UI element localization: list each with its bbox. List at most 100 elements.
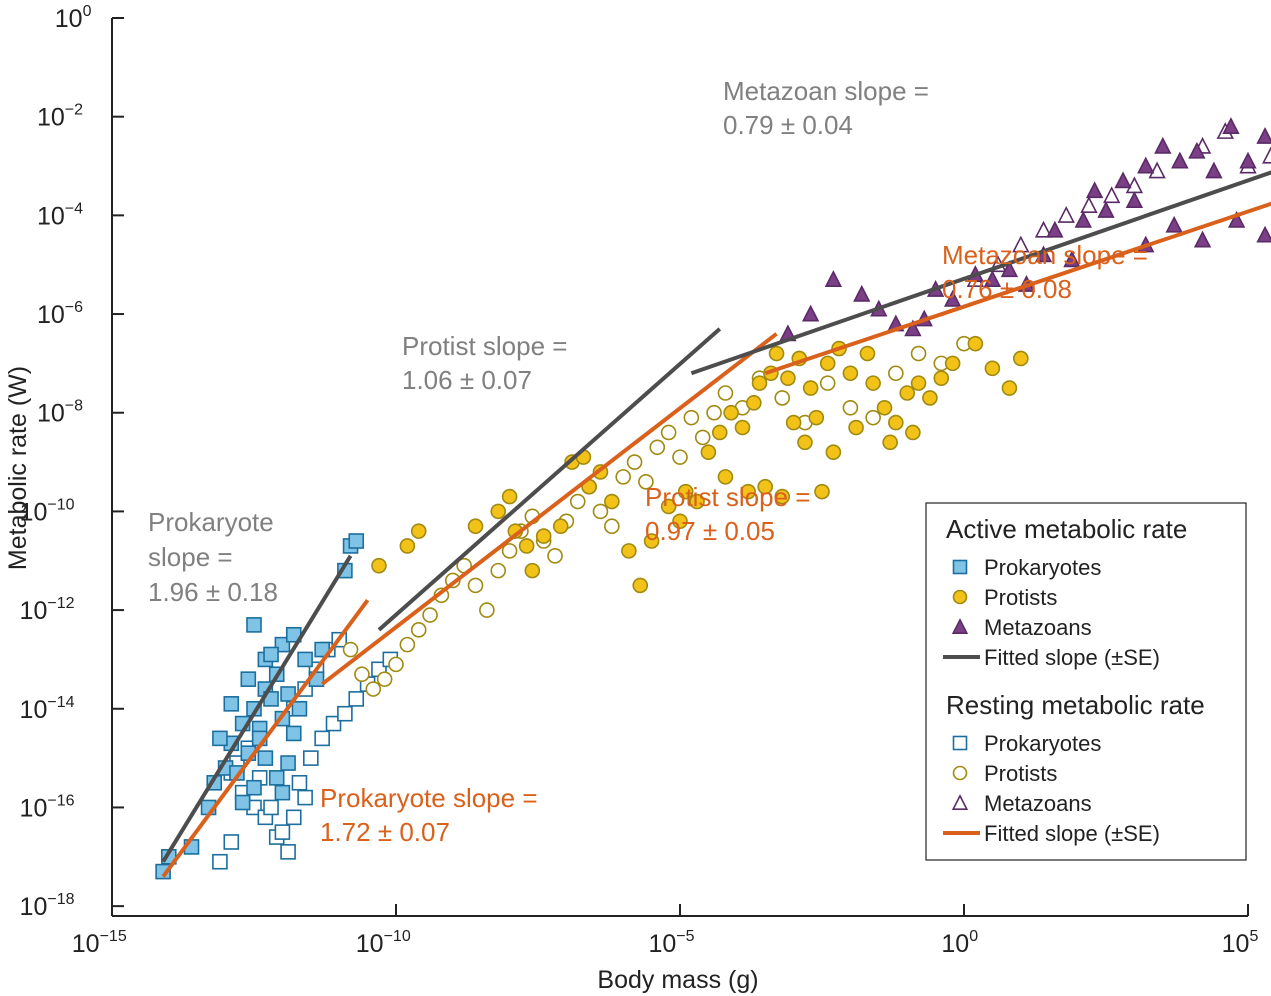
- triangle-point-resting: [1034, 220, 1053, 238]
- triangle-point-active: [1085, 181, 1104, 199]
- circle-point-active: [899, 385, 916, 401]
- square-point-resting: [325, 715, 342, 732]
- square-point-active: [240, 671, 257, 687]
- y-tick-label-base: 10: [37, 400, 65, 428]
- circle-point-active: [467, 518, 484, 535]
- triangle-point-active: [1188, 141, 1206, 159]
- circle-point-resting: [376, 671, 393, 687]
- x-axis-title: Body mass (g): [597, 966, 758, 994]
- fit-line-active: [161, 554, 353, 863]
- y-tick-label-base: 10: [37, 301, 65, 329]
- triangle-point-active: [853, 284, 871, 302]
- square-point-resting: [291, 774, 308, 791]
- circle-point-active: [1001, 380, 1018, 396]
- y-tick-label: 10−4: [37, 200, 83, 230]
- circle-point-active: [740, 483, 756, 500]
- circle-point-active: [371, 557, 387, 574]
- x-tick-label: 10−10: [356, 928, 411, 958]
- triangle-point-active: [1193, 230, 1212, 248]
- legend-item-label: Fitted slope (±SE): [984, 821, 1160, 846]
- circle-point-active: [501, 488, 518, 505]
- circle-point-resting: [604, 518, 620, 535]
- circle-point-resting: [842, 399, 859, 416]
- circle-point-active: [865, 375, 881, 391]
- legend-title: Active metabolic rate: [946, 514, 1187, 544]
- circle-point-resting: [660, 424, 677, 441]
- axes: 10010−210−410−610−810−1010−1210−1410−161…: [20, 3, 1259, 958]
- x-tick-label: 10−5: [648, 928, 694, 958]
- legend-item-label: Protists: [984, 761, 1057, 786]
- triangle-point-active: [1074, 210, 1092, 228]
- circle-point-resting: [672, 449, 688, 465]
- circle-point-active: [757, 478, 774, 495]
- legend-title: Resting metabolic rate: [946, 690, 1205, 720]
- annotation-protist-active: 1.06 ± 0.07: [402, 365, 532, 395]
- triangle-point-active: [1046, 220, 1064, 238]
- y-tick-label: 10−16: [20, 792, 75, 822]
- square-point-active: [291, 700, 308, 717]
- x-tick-label-base: 10: [648, 930, 676, 958]
- y-tick-label-base: 10: [37, 104, 65, 132]
- y-tick-label: 10−2: [37, 102, 83, 132]
- triangle-point-active: [1239, 151, 1257, 169]
- circle-point-resting: [592, 503, 609, 520]
- square-point-active: [268, 770, 285, 786]
- y-axis-title: Metabolic rate (W): [4, 366, 32, 570]
- circle-point-resting: [399, 636, 416, 653]
- triangle-point-active: [943, 289, 962, 307]
- x-tick-label: 105: [1222, 928, 1259, 958]
- circle-point-resting: [626, 454, 643, 470]
- x-tick-label-base: 10: [356, 930, 384, 958]
- y-tick-label: 10−10: [20, 496, 75, 526]
- circle-point-active: [814, 483, 830, 500]
- triangle-point-active: [904, 319, 922, 337]
- circle-point-active: [700, 444, 717, 460]
- circle-point-active: [984, 360, 1001, 377]
- circle-point-active: [672, 513, 688, 530]
- y-tick-label-base: 10: [37, 202, 65, 230]
- legend-swatch-square-open: [952, 735, 968, 751]
- circle-point-active: [905, 424, 921, 441]
- circle-point-resting: [910, 345, 927, 362]
- legend-swatch-circle-filled: [952, 589, 968, 605]
- legend-item-label: Prokaryotes: [984, 555, 1101, 580]
- y-tick-label: 10−18: [20, 891, 75, 921]
- circle-point-active: [410, 523, 427, 539]
- circle-point-resting: [490, 562, 507, 579]
- triangle-point-resting: [1262, 146, 1271, 164]
- square-point-active: [280, 755, 296, 771]
- x-tick-label-exp: −5: [676, 928, 694, 945]
- circle-point-active: [621, 543, 637, 559]
- fit-line-active: [377, 327, 722, 632]
- square-point-active: [234, 794, 251, 811]
- triangle-point-active: [1171, 151, 1189, 169]
- y-tick-label: 10−12: [20, 595, 75, 625]
- y-tick-label-exp: −14: [47, 694, 74, 711]
- triangle-point-active: [1165, 215, 1183, 233]
- circle-point-active: [888, 414, 904, 431]
- triangle-point-resting: [1080, 196, 1098, 213]
- circle-point-active: [717, 469, 734, 485]
- circle-point-active: [944, 355, 961, 372]
- annotation-protist-active: Protist slope =: [402, 331, 567, 361]
- circle-point-active: [768, 345, 785, 362]
- circle-point-resting: [388, 656, 404, 673]
- legend-box: [925, 502, 1247, 861]
- square-point-resting: [302, 750, 319, 766]
- legend-item-label: Metazoans: [984, 791, 1092, 816]
- circle-point-active: [677, 483, 694, 500]
- slope-annotations: Prokaryote slope = 1.96 ± 0.18 Prokaryote s…: [148, 76, 1148, 847]
- circle-point-active: [797, 434, 813, 451]
- annotation-metazoan-active: Metazoan slope =: [723, 76, 929, 106]
- square-point-resting: [348, 691, 365, 707]
- circle-point-active: [643, 533, 660, 549]
- square-point-active: [297, 651, 313, 668]
- triangle-point-resting: [1057, 205, 1075, 223]
- triangle-point-active: [1227, 210, 1246, 228]
- circle-point-active: [922, 390, 938, 406]
- triangle-point-active: [801, 304, 820, 322]
- y-tick-label-base: 10: [20, 893, 48, 921]
- x-tick-label-exp: −10: [384, 928, 411, 945]
- triangle-point-active: [1205, 161, 1223, 179]
